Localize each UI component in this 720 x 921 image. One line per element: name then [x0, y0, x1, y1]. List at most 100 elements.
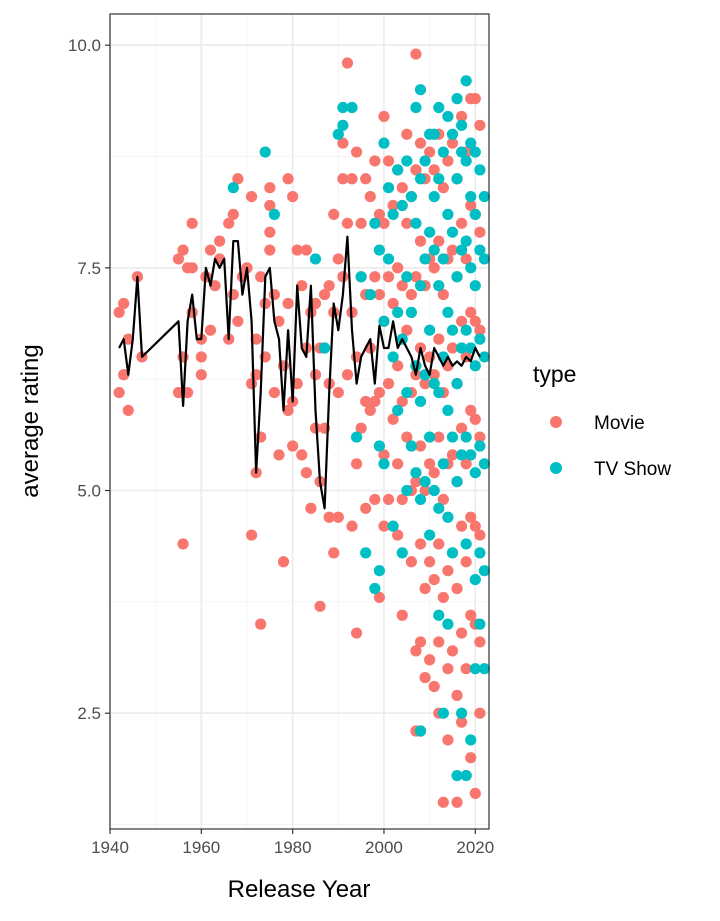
point-movie [433, 235, 445, 247]
point-movie [437, 182, 449, 194]
point-movie [355, 217, 367, 229]
point-tv-show [337, 101, 349, 114]
point-movie [474, 431, 486, 443]
point-tv-show [478, 190, 491, 203]
point-movie [451, 689, 463, 701]
point-tv-show [460, 769, 472, 782]
point-tv-show [401, 271, 413, 283]
point-tv-show [424, 431, 436, 443]
point-movie [424, 458, 436, 470]
point-movie [346, 520, 358, 532]
point-movie [255, 271, 267, 283]
point-movie [460, 253, 472, 265]
point-tv-show [469, 360, 481, 372]
point-movie [405, 556, 417, 568]
point-tv-show [373, 440, 386, 452]
point-tv-show [414, 173, 427, 185]
point-movie [255, 431, 267, 443]
point-movie [396, 395, 408, 408]
point-movie [387, 297, 399, 310]
axis-ticks: 1940 1960 1980 2000 2020 2.5 5.0 7.5 10.0 [68, 36, 494, 857]
point-movie [401, 324, 413, 336]
point-movie [433, 538, 445, 550]
point-movie [410, 645, 422, 657]
point-movie [428, 574, 440, 586]
point-tv-show [387, 208, 399, 221]
point-tv-show [378, 458, 390, 470]
legend-label-tv-show: TV Show [594, 459, 671, 480]
series-tv-show [227, 75, 491, 782]
point-tv-show [387, 351, 399, 363]
point-movie [469, 413, 481, 425]
point-movie [451, 582, 463, 595]
point-tv-show [392, 306, 404, 318]
point-movie [401, 431, 413, 443]
point-movie [474, 529, 486, 541]
point-movie [369, 271, 381, 283]
point-movie [465, 511, 477, 523]
mean-rating-line [118, 235, 481, 510]
point-tv-show [460, 75, 472, 87]
point-movie [268, 288, 280, 301]
point-movie [122, 333, 134, 345]
point-tv-show [387, 520, 399, 532]
point-tv-show [446, 128, 459, 140]
point-movie [410, 48, 422, 60]
point-movie [355, 422, 367, 434]
point-movie [396, 493, 408, 506]
point-movie [446, 244, 459, 256]
point-tv-show [419, 155, 431, 167]
point-tv-show [424, 324, 436, 336]
point-movie [291, 244, 303, 256]
point-tv-show [337, 119, 349, 131]
point-movie [378, 217, 390, 229]
point-movie [350, 458, 363, 470]
point-tv-show [474, 333, 486, 345]
point-tv-show [442, 511, 454, 523]
point-movie [264, 226, 276, 238]
point-movie [314, 600, 326, 612]
point-tv-show [410, 467, 422, 479]
point-movie [469, 93, 481, 105]
point-tv-show [419, 253, 431, 265]
point-tv-show [268, 208, 280, 221]
point-movie [378, 520, 390, 532]
point-tv-show [428, 378, 440, 390]
point-movie [424, 654, 436, 666]
point-movie [264, 244, 276, 256]
point-tv-show [442, 208, 454, 221]
point-tv-show [433, 609, 445, 621]
point-tv-show [369, 582, 381, 595]
point-tv-show [451, 476, 463, 488]
point-movie [113, 306, 125, 318]
point-movie [319, 288, 331, 301]
point-movie [382, 271, 395, 283]
point-tv-show [446, 431, 459, 443]
point-movie [122, 404, 134, 416]
point-movie [195, 351, 207, 363]
point-movie [437, 591, 449, 604]
point-tv-show [414, 725, 427, 737]
point-movie [177, 538, 189, 550]
point-movie [309, 422, 322, 434]
point-tv-show [414, 280, 427, 292]
point-movie [382, 155, 395, 167]
point-movie [419, 484, 431, 497]
point-tv-show [465, 190, 477, 203]
point-movie [245, 190, 258, 203]
point-movie [204, 324, 217, 336]
point-movie [401, 128, 413, 140]
point-tv-show [433, 173, 445, 185]
point-tv-show [460, 324, 472, 336]
panel-border [109, 13, 490, 830]
legend-key-tv-show [550, 462, 562, 474]
point-movie [446, 137, 459, 149]
point-tv-show [465, 449, 477, 461]
point-movie [456, 627, 468, 639]
point-movie [469, 520, 481, 532]
point-movie [373, 288, 386, 301]
point-tv-show [369, 217, 381, 229]
point-movie [474, 226, 486, 238]
point-tv-show [456, 244, 468, 256]
point-movie [360, 173, 372, 185]
